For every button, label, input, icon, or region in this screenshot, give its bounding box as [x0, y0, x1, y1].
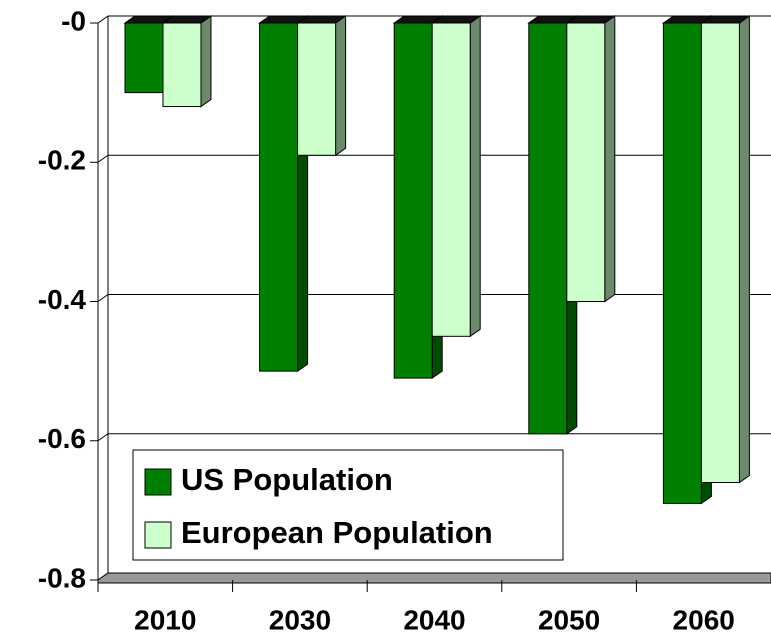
grid-depth: [97, 294, 109, 302]
bar-front: [297, 22, 337, 156]
legend-swatch: [144, 468, 172, 496]
bar-front: [431, 22, 471, 337]
bar-side: [604, 15, 616, 303]
bar-side: [738, 15, 750, 484]
x-tick-label: 2050: [538, 604, 600, 635]
bar-side: [469, 15, 481, 338]
bar-front: [124, 22, 164, 94]
x-tick-label: 2060: [673, 604, 735, 635]
bar-side: [200, 15, 212, 108]
grid-depth: [97, 15, 109, 24]
x-tick-label: 2040: [403, 604, 465, 635]
bar-front: [528, 22, 568, 435]
legend-label: US Population: [181, 462, 393, 497]
bar-front: [566, 22, 606, 302]
x-tick-label: 2030: [269, 604, 331, 635]
bar: [430, 15, 482, 338]
y-tick-label: -0.2: [38, 145, 86, 176]
y-tick-label: -0.4: [38, 284, 87, 315]
legend-box: [132, 449, 564, 561]
bar-front: [393, 22, 433, 379]
floor: [97, 572, 771, 584]
bar-side: [335, 15, 347, 157]
grid-depth: [97, 433, 109, 442]
legend-swatch: [144, 521, 172, 549]
grid-depth: [97, 154, 109, 163]
bar-front: [162, 22, 202, 108]
y-tick-label: -0.6: [38, 423, 86, 454]
bar: [565, 15, 617, 303]
bar: [161, 15, 213, 108]
y-tick-label: -0.8: [38, 562, 86, 593]
bar-front: [662, 22, 702, 504]
y-tick-label: -0: [61, 5, 86, 36]
bar-front: [259, 22, 299, 372]
bar-front: [700, 22, 740, 484]
legend-label: European Population: [181, 515, 493, 550]
bar: [296, 15, 348, 157]
bar: [699, 15, 751, 484]
x-tick-label: 2010: [134, 604, 196, 635]
